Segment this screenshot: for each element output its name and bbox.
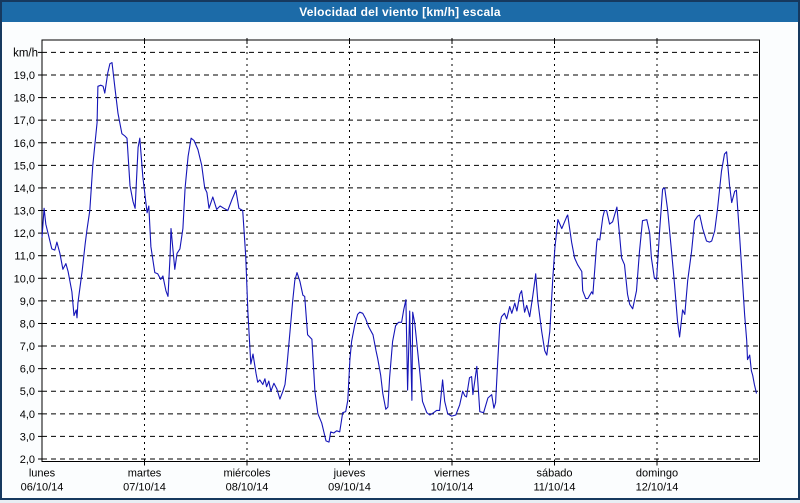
chart-title: Velocidad del viento [km/h] escala <box>299 5 501 19</box>
x-axis-date-label: 10/10/14 <box>431 482 474 494</box>
x-axis-day-label: martes <box>128 468 162 480</box>
x-axis-date-label: 06/10/14 <box>21 482 64 494</box>
y-axis-label: 2,0 <box>20 454 35 466</box>
x-axis-date-label: 07/10/14 <box>123 482 166 494</box>
x-axis-day-label: sábado <box>536 468 572 480</box>
x-axis-day-label: miércoles <box>223 468 271 480</box>
x-axis-day-label: lunes <box>29 468 56 480</box>
y-axis-label: 15,0 <box>14 160 35 172</box>
y-axis-label: 9,0 <box>20 296 35 308</box>
chart-area: 2,0 3,0 4,0 5,0 6,0 7,0 8,0 9,0 10,0 11,0 12,0 13,0… <box>2 24 798 498</box>
y-axis-label: 5,0 <box>20 386 35 398</box>
y-axis-label: 17,0 <box>14 115 35 127</box>
x-axis-date-label: 11/10/14 <box>533 482 575 494</box>
y-axis-label: 14,0 <box>14 183 35 195</box>
x-axis-date-label: 12/10/14 <box>636 482 679 494</box>
wind-speed-line <box>41 62 758 443</box>
y-axis-label: 12,0 <box>14 228 35 240</box>
y-axis-label: 7,0 <box>20 341 35 353</box>
wind-speed-chart: 2,0 3,0 4,0 5,0 6,0 7,0 8,0 9,0 10,0 11,0 12,0 13,0… <box>13 38 760 494</box>
y-axis-label: 8,0 <box>20 318 35 330</box>
y-axis-label: 19,0 <box>14 70 35 82</box>
x-axis-day-label: domingo <box>636 468 678 480</box>
title-bar: Velocidad del viento [km/h] escala <box>2 2 798 22</box>
y-axis-unit-label: km/h <box>13 47 38 59</box>
y-axis-label: 4,0 <box>20 409 35 421</box>
y-axis-label: 10,0 <box>14 273 35 285</box>
x-axis-date-label: 08/10/14 <box>226 482 269 494</box>
y-axis-label: 11,0 <box>14 251 35 263</box>
x-axis-day-label: jueves <box>333 468 366 480</box>
plot-area <box>41 39 760 462</box>
y-axis-label: 18,0 <box>14 93 35 105</box>
x-axis-date-label: 09/10/14 <box>328 482 371 494</box>
x-axis-day-label: viernes <box>434 468 470 480</box>
y-axis-label: 6,0 <box>20 364 35 376</box>
y-axis-label: 13,0 <box>14 206 35 218</box>
y-axis-label: 16,0 <box>14 138 35 150</box>
y-axis-label: 3,0 <box>20 431 35 443</box>
